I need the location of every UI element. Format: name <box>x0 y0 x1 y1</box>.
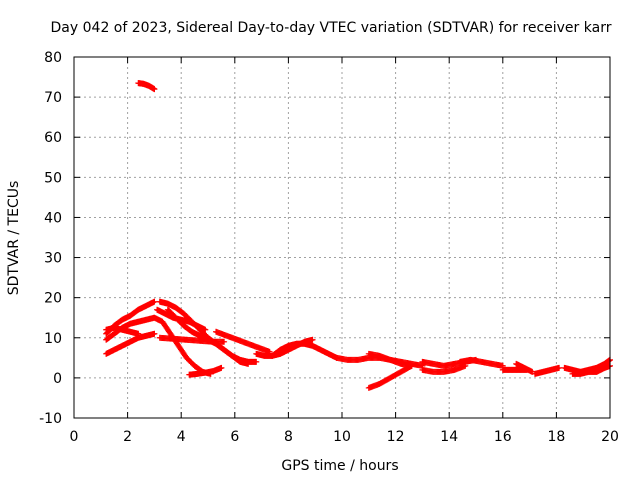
y-tick-label: 60 <box>44 130 62 146</box>
data-point <box>151 330 158 337</box>
x-tick-label: 0 <box>70 429 79 445</box>
series-track-8 <box>156 334 228 345</box>
x-tick-label: 20 <box>601 429 619 445</box>
data-point <box>556 364 563 371</box>
data-point <box>202 326 209 333</box>
series-track-20 <box>513 360 536 375</box>
data-point <box>462 362 469 369</box>
plot-frame <box>73 56 611 419</box>
series-track-10 <box>213 328 273 355</box>
x-tick-label: 16 <box>494 429 512 445</box>
data-point <box>151 298 158 305</box>
series-track-21 <box>531 364 563 377</box>
x-tick-label: 4 <box>177 429 186 445</box>
y-tick-label: 40 <box>44 210 62 226</box>
y-tick-labels: -10 0 10 20 30 40 50 60 70 80 <box>39 50 62 427</box>
y-tick-label: 50 <box>44 170 62 186</box>
data-point <box>218 364 225 371</box>
y-tick-label: 0 <box>53 371 62 387</box>
series-track-14 <box>365 350 415 369</box>
series-track-18 <box>456 356 506 369</box>
y-tick-label: 30 <box>44 251 62 267</box>
data-point <box>408 362 415 369</box>
series-track-17 <box>419 362 469 375</box>
series-track-5 <box>156 298 260 365</box>
data-point <box>135 330 142 337</box>
data-series <box>103 80 613 391</box>
data-point <box>253 358 260 365</box>
series-track-15 <box>365 362 415 391</box>
series-track-3 <box>103 330 158 357</box>
x-tick-labels: 0 2 4 6 8 10 12 14 16 18 20 <box>70 429 619 445</box>
grid-lines <box>74 57 610 418</box>
y-tick-label: -10 <box>39 411 62 427</box>
series-track-12 <box>269 340 340 361</box>
series-track-23 <box>569 362 613 377</box>
x-tick-label: 14 <box>440 429 458 445</box>
x-axis-title: GPS time / hours <box>281 458 398 474</box>
data-point <box>407 363 414 370</box>
series-track-4 <box>103 324 142 337</box>
x-tick-label: 10 <box>333 429 351 445</box>
y-tick-label: 70 <box>44 90 62 106</box>
x-tick-label: 2 <box>123 429 132 445</box>
series-track-outlier <box>135 80 158 93</box>
data-point <box>245 360 252 367</box>
y-tick-label: 80 <box>44 50 62 66</box>
y-tick-label: 20 <box>44 291 62 307</box>
series-track-9 <box>186 364 225 378</box>
x-tick-label: 18 <box>547 429 565 445</box>
y-axis-title: SDTVAR / TECUs <box>6 181 22 296</box>
data-point <box>151 86 158 93</box>
x-tick-label: 6 <box>230 429 239 445</box>
data-point <box>221 338 228 345</box>
chart-title: Day 042 of 2023, Sidereal Day-to-day VTE… <box>51 20 612 36</box>
series-track-7 <box>154 306 209 333</box>
x-tick-label: 8 <box>284 429 293 445</box>
data-point <box>309 336 316 343</box>
y-tick-label: 10 <box>44 331 62 347</box>
x-tick-label: 12 <box>387 429 405 445</box>
